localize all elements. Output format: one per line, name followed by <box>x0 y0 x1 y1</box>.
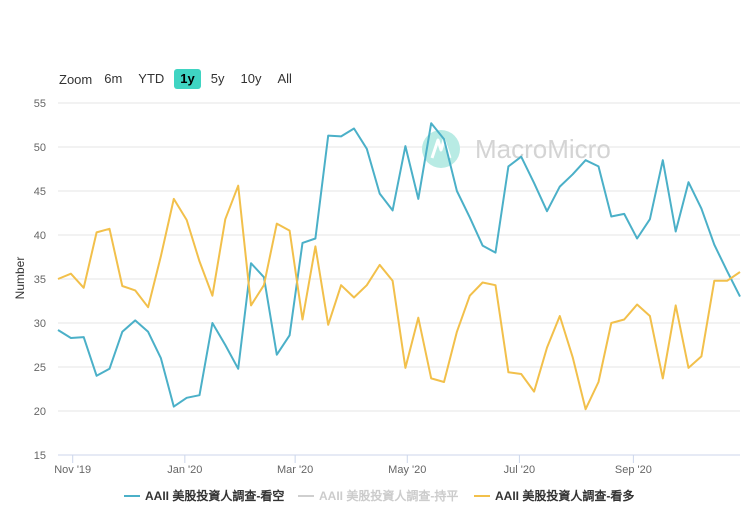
y-tick-label: 35 <box>34 274 46 286</box>
legend-label: AAII 美股投資人調查-看空 <box>145 488 284 503</box>
y-tick-label: 55 <box>34 98 46 110</box>
zoom-bar: Zoom 6m YTD 1y 5y 10y All <box>59 69 302 89</box>
x-axis: Nov '19 Jan '20 Mar '20 May '20 Jul '20 Sep '… <box>54 454 740 476</box>
zoom-button-10y[interactable]: 10y <box>240 71 262 86</box>
y-tick-label: 20 <box>34 406 46 418</box>
legend-label: AAII 美股投資人調查-看多 <box>495 488 634 503</box>
watermark: MacroMicro <box>422 130 611 168</box>
y-axis-title: Number <box>13 257 27 300</box>
zoom-button-all[interactable]: All <box>277 71 292 86</box>
legend-item[interactable]: AAII 美股投資人調查-看多 <box>474 488 634 503</box>
zoom-button-1y[interactable]: 1y <box>174 69 201 89</box>
x-tick-label: May '20 <box>388 464 426 476</box>
watermark-text: MacroMicro <box>475 134 611 164</box>
series-layer <box>57 122 741 411</box>
gridlines <box>58 102 740 456</box>
y-tick-label: 25 <box>34 362 46 374</box>
zoom-button-6m[interactable]: 6m <box>104 71 123 86</box>
x-tick-label: Jan '20 <box>167 464 202 476</box>
x-tick-label: Nov '19 <box>54 464 91 476</box>
y-tick-label: 30 <box>34 318 46 330</box>
y-tick-label: 50 <box>34 142 46 154</box>
zoom-button-5y[interactable]: 5y <box>210 71 225 86</box>
y-tick-label: 45 <box>34 186 46 198</box>
x-tick-label: Jul '20 <box>504 464 535 476</box>
series-line-2[interactable] <box>57 184 741 411</box>
zoom-button-ytd[interactable]: YTD <box>138 71 165 86</box>
legend-label: AAII 美股投資人調查-持平 <box>319 488 458 503</box>
y-axis: 15 20 25 30 35 40 45 50 55 <box>34 98 46 462</box>
legend-item[interactable]: AAII 美股投資人調查-看空 <box>124 488 284 503</box>
series-line-0[interactable] <box>57 122 741 408</box>
y-tick-label: 40 <box>34 230 46 242</box>
legend-item[interactable]: AAII 美股投資人調查-持平 <box>298 488 458 503</box>
y-tick-label: 15 <box>34 450 46 462</box>
legend: AAII 美股投資人調查-看空 AAII 美股投資人調查-持平 AAII 美股投資人… <box>124 488 634 503</box>
x-tick-label: Sep '20 <box>615 464 652 476</box>
zoom-label: Zoom <box>59 71 93 87</box>
x-tick-label: Mar '20 <box>277 464 313 476</box>
